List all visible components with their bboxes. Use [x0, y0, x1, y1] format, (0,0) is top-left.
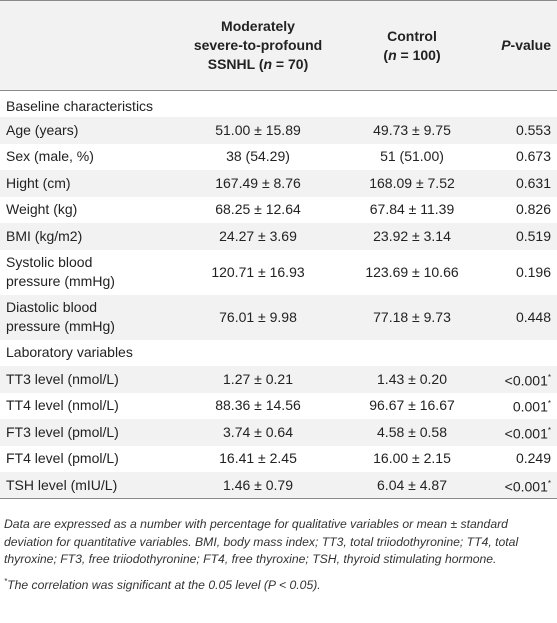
footnote-text: The correlation was significant at the 0… [7, 577, 321, 592]
header-p-letter: P [501, 37, 511, 53]
table-notes: Data are expressed as a number with perc… [4, 516, 552, 598]
header-control-line1: Control [387, 27, 437, 44]
cell-p-value: <0.001* [480, 366, 557, 393]
row-label: Hight (cm) [6, 174, 71, 191]
footnote-mark: * [4, 576, 8, 586]
table-row: FT3 level (pmol/L) 3.74 ± 0.64 4.58 ± 0.… [0, 419, 557, 446]
cell-p-value: <0.001* [480, 419, 557, 446]
cell-control: 168.09 ± 7.52 [369, 174, 455, 191]
row-label: Systolic blood pressure (mmHg) [0, 250, 172, 295]
row-label-line2: pressure (mmHg) [6, 318, 115, 334]
row-label-line2: pressure (mmHg) [6, 273, 115, 289]
section-row-laboratory: Laboratory variables [0, 340, 557, 367]
significance-mark: * [547, 478, 551, 488]
notes-main: Data are expressed as a number with perc… [4, 517, 519, 566]
cell-p-value: 0.249 [515, 450, 551, 467]
section-row-baseline: Baseline characteristics [0, 91, 557, 118]
cell-ssnhl: 3.74 ± 0.64 [223, 423, 293, 440]
row-label-line1: Diastolic blood [6, 299, 98, 315]
cell-control: 77.18 ± 9.73 [373, 308, 451, 325]
cell-control: 4.58 ± 0.58 [377, 423, 447, 440]
header-control-line2-post: = 100) [396, 46, 441, 63]
cell-control: 96.67 ± 16.67 [369, 397, 455, 414]
cell-p-value: 0.631 [515, 174, 551, 191]
table-row: TT4 level (nmol/L) 88.36 ± 14.56 96.67 ±… [0, 393, 557, 420]
cell-ssnhl: 88.36 ± 14.56 [215, 397, 301, 414]
cell-p-value: 0.519 [515, 227, 551, 244]
p-value: <0.001 [504, 372, 548, 389]
cell-ssnhl: 24.27 ± 3.69 [219, 227, 297, 244]
header-empty [0, 1, 172, 91]
section-title: Baseline characteristics [6, 97, 154, 114]
significance-mark: * [547, 425, 551, 435]
row-label: TSH level (mIU/L) [6, 476, 118, 493]
cell-p-value: 0.448 [515, 308, 551, 325]
cell-p-value: <0.001* [480, 472, 557, 499]
cell-ssnhl: 1.27 ± 0.21 [223, 370, 293, 387]
data-table: Moderately severe-to-profound SSNHL (n =… [0, 0, 557, 499]
row-label: FT3 level (pmol/L) [6, 423, 119, 440]
row-label: TT3 level (nmol/L) [6, 370, 119, 387]
header-control: Control (n = 100) [344, 1, 480, 91]
p-value: 0.001 [512, 399, 548, 416]
cell-p-value: 0.826 [515, 201, 551, 218]
row-label-line1: Systolic blood [6, 254, 93, 270]
row-label: FT4 level (pmol/L) [6, 450, 119, 467]
cell-control: 16.00 ± 2.15 [373, 450, 451, 467]
header-ssnhl-n: n [263, 56, 273, 72]
cell-ssnhl: 120.71 ± 16.93 [211, 263, 305, 280]
table-row: Age (years) 51.00 ± 15.89 49.73 ± 9.75 0… [0, 117, 557, 144]
header-control-n: n [388, 46, 397, 63]
cell-control: 6.04 ± 4.87 [377, 476, 447, 493]
table-row: BMI (kg/m2) 24.27 ± 3.69 23.92 ± 3.14 0.… [0, 223, 557, 250]
cell-ssnhl: 167.49 ± 8.76 [215, 174, 301, 191]
table-row: Systolic blood pressure (mmHg) 120.71 ± 1… [0, 250, 557, 295]
cell-ssnhl: 76.01 ± 9.98 [219, 308, 297, 325]
notes-footnote: *The correlation was significant at the … [4, 573, 552, 595]
cell-p-value: 0.001* [480, 393, 557, 420]
table-row: Sex (male, %) 38 (54.29) 51 (51.00) 0.67… [0, 144, 557, 171]
row-label: BMI (kg/m2) [6, 227, 83, 244]
cell-control: 49.73 ± 9.75 [373, 121, 451, 138]
section-title: Laboratory variables [6, 344, 133, 361]
table-row: FT4 level (pmol/L) 16.41 ± 2.45 16.00 ± … [0, 446, 557, 473]
cell-ssnhl: 68.25 ± 12.64 [215, 201, 301, 218]
table-row: Diastolic blood pressure (mmHg) 76.01 ± 9… [0, 294, 557, 340]
cell-control: 1.43 ± 0.20 [377, 370, 447, 387]
header-p-value: P-value [480, 1, 557, 91]
cell-p-value: 0.196 [515, 263, 551, 280]
table-row: Hight (cm) 167.49 ± 8.76 168.09 ± 7.52 0… [0, 170, 557, 197]
cell-ssnhl: 1.46 ± 0.79 [223, 476, 293, 493]
header-ssnhl-line3-pre: SSNHL ( [207, 56, 264, 72]
cell-control: 23.92 ± 3.14 [373, 227, 451, 244]
row-label: Diastolic blood pressure (mmHg) [0, 295, 172, 340]
row-label: TT4 level (nmol/L) [6, 397, 119, 414]
significance-mark: * [547, 372, 551, 382]
header-ssnhl-line3-post: = 70) [272, 56, 309, 72]
header-ssnhl: Moderately severe-to-profound SSNHL (n =… [172, 1, 344, 91]
row-label: Sex (male, %) [6, 148, 94, 165]
header-ssnhl-line2: severe-to-profound [193, 37, 323, 53]
header-ssnhl-line1: Moderately [221, 18, 295, 34]
p-value: <0.001 [504, 478, 548, 495]
cell-control: 67.84 ± 11.39 [369, 201, 455, 218]
cell-p-value: 0.673 [515, 148, 551, 165]
table-row: Weight (kg) 68.25 ± 12.64 67.84 ± 11.39 … [0, 197, 557, 224]
table-header-row: Moderately severe-to-profound SSNHL (n =… [0, 0, 557, 91]
header-p-rest: -value [510, 37, 551, 53]
p-value: <0.001 [504, 425, 548, 442]
row-label: Weight (kg) [6, 201, 78, 218]
cell-control: 123.69 ± 10.66 [365, 263, 459, 280]
table-row: TT3 level (nmol/L) 1.27 ± 0.21 1.43 ± 0.… [0, 366, 557, 393]
cell-ssnhl: 38 (54.29) [226, 148, 290, 165]
cell-control: 51 (51.00) [380, 148, 444, 165]
table-row: TSH level (mIU/L) 1.46 ± 0.79 6.04 ± 4.8… [0, 472, 557, 499]
row-label: Age (years) [6, 121, 79, 138]
significance-mark: * [547, 399, 551, 409]
cell-p-value: 0.553 [515, 121, 551, 138]
header-control-line2-pre: ( [383, 46, 389, 63]
cell-ssnhl: 51.00 ± 15.89 [215, 121, 301, 138]
cell-ssnhl: 16.41 ± 2.45 [219, 450, 297, 467]
